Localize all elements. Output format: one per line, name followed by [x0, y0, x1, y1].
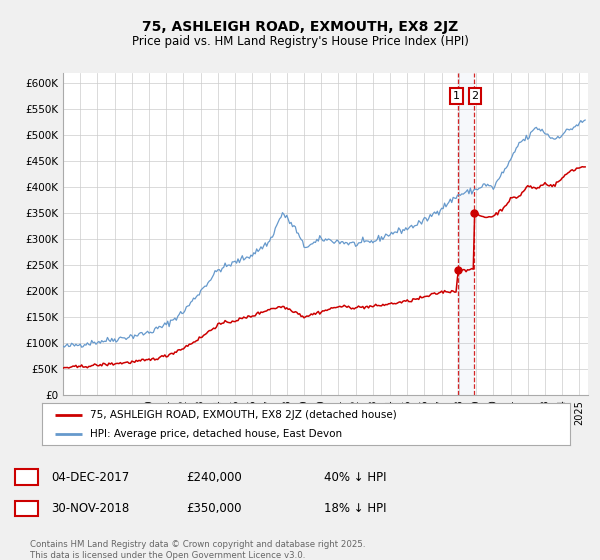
Bar [457, 73, 474, 395]
Text: 75, ASHLEIGH ROAD, EXMOUTH, EX8 2JZ (detached house): 75, ASHLEIGH ROAD, EXMOUTH, EX8 2JZ (det… [89, 409, 396, 419]
Text: 18% ↓ HPI: 18% ↓ HPI [324, 502, 386, 515]
Text: Contains HM Land Registry data © Crown copyright and database right 2025.
This d: Contains HM Land Registry data © Crown c… [30, 540, 365, 560]
Text: 1: 1 [453, 91, 460, 101]
Text: Price paid vs. HM Land Registry's House Price Index (HPI): Price paid vs. HM Land Registry's House … [131, 35, 469, 48]
Text: 75, ASHLEIGH ROAD, EXMOUTH, EX8 2JZ: 75, ASHLEIGH ROAD, EXMOUTH, EX8 2JZ [142, 20, 458, 34]
Text: 40% ↓ HPI: 40% ↓ HPI [324, 470, 386, 484]
Text: 30-NOV-2018: 30-NOV-2018 [51, 502, 129, 515]
Text: £350,000: £350,000 [186, 502, 241, 515]
Text: HPI: Average price, detached house, East Devon: HPI: Average price, detached house, East… [89, 429, 341, 439]
Text: 1: 1 [23, 470, 30, 484]
Text: 2: 2 [23, 502, 30, 515]
Text: £240,000: £240,000 [186, 470, 242, 484]
Text: 2: 2 [472, 91, 478, 101]
Text: 04-DEC-2017: 04-DEC-2017 [51, 470, 129, 484]
